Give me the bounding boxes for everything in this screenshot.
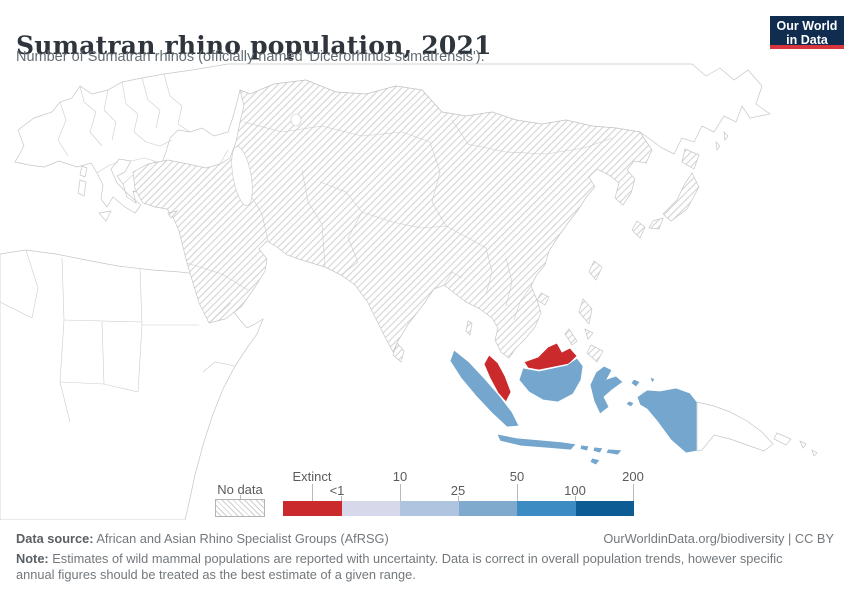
legend-tick <box>400 484 401 501</box>
legend-tick <box>633 484 634 501</box>
legend-label-25: 25 <box>450 483 466 498</box>
europe-borders <box>57 73 191 185</box>
aral-sea <box>290 113 302 127</box>
legend-label-lt1: <1 <box>329 483 345 498</box>
choropleth-map <box>0 62 850 521</box>
attribution-license: | CC BY <box>784 531 834 546</box>
note-text: Estimates of wild mammal populations are… <box>16 551 783 582</box>
note-label: Note: <box>16 551 49 566</box>
legend-bin-25-50[interactable] <box>458 501 517 516</box>
owid-logo-line1: Our World <box>776 19 838 33</box>
legend-bin-extinct[interactable] <box>283 501 342 516</box>
owid-logo: Our World in Data <box>770 16 844 49</box>
legend-tick <box>312 484 313 501</box>
legend-label-10: 10 <box>392 469 408 484</box>
world-map-svg <box>0 63 818 521</box>
page-subtitle: Number of Sumatran rhinos (officially na… <box>16 49 485 65</box>
legend-bin-lt1-10[interactable] <box>341 501 400 516</box>
legend-label-50: 50 <box>509 469 525 484</box>
legend-no-data-swatch[interactable] <box>215 499 265 517</box>
legend-no-data-tick <box>240 495 241 499</box>
africa-borders <box>0 249 236 423</box>
page-title: Sumatran rhino population, 2021 <box>16 30 492 60</box>
data-source-line: Data source: African and Asian Rhino Spe… <box>16 531 389 546</box>
attribution: OurWorldinData.org/biodiversity | CC BY <box>603 531 834 546</box>
region-asia-no-data[interactable] <box>132 79 700 363</box>
caspian-sea <box>231 146 253 206</box>
data-source-text: African and Asian Rhino Specialist Group… <box>93 531 389 546</box>
legend-label-200: 200 <box>622 469 644 484</box>
country-indonesia[interactable] <box>449 349 698 466</box>
legend-bin-10-25[interactable] <box>400 501 459 516</box>
note-line: Note: Estimates of wild mammal populatio… <box>16 551 808 582</box>
attribution-link[interactable]: OurWorldinData.org/biodiversity <box>603 531 785 546</box>
legend-color-scale <box>283 501 634 516</box>
legend-no-data-label: No data <box>217 482 263 497</box>
region-oceania <box>696 401 818 457</box>
legend-tick <box>575 496 576 501</box>
legend-label-100: 100 <box>564 483 586 498</box>
legend-tick <box>517 484 518 501</box>
legend-bin-50-100[interactable] <box>517 501 576 516</box>
data-source-label: Data source: <box>16 531 94 546</box>
region-africa <box>0 249 264 521</box>
legend-label-extinct: Extinct <box>292 469 332 484</box>
owid-logo-line2: in Data <box>786 33 828 47</box>
legend-bin-100-200[interactable] <box>575 501 634 516</box>
legend-tick <box>458 496 459 501</box>
country-malaysia[interactable] <box>483 342 578 403</box>
legend-tick <box>341 496 342 501</box>
